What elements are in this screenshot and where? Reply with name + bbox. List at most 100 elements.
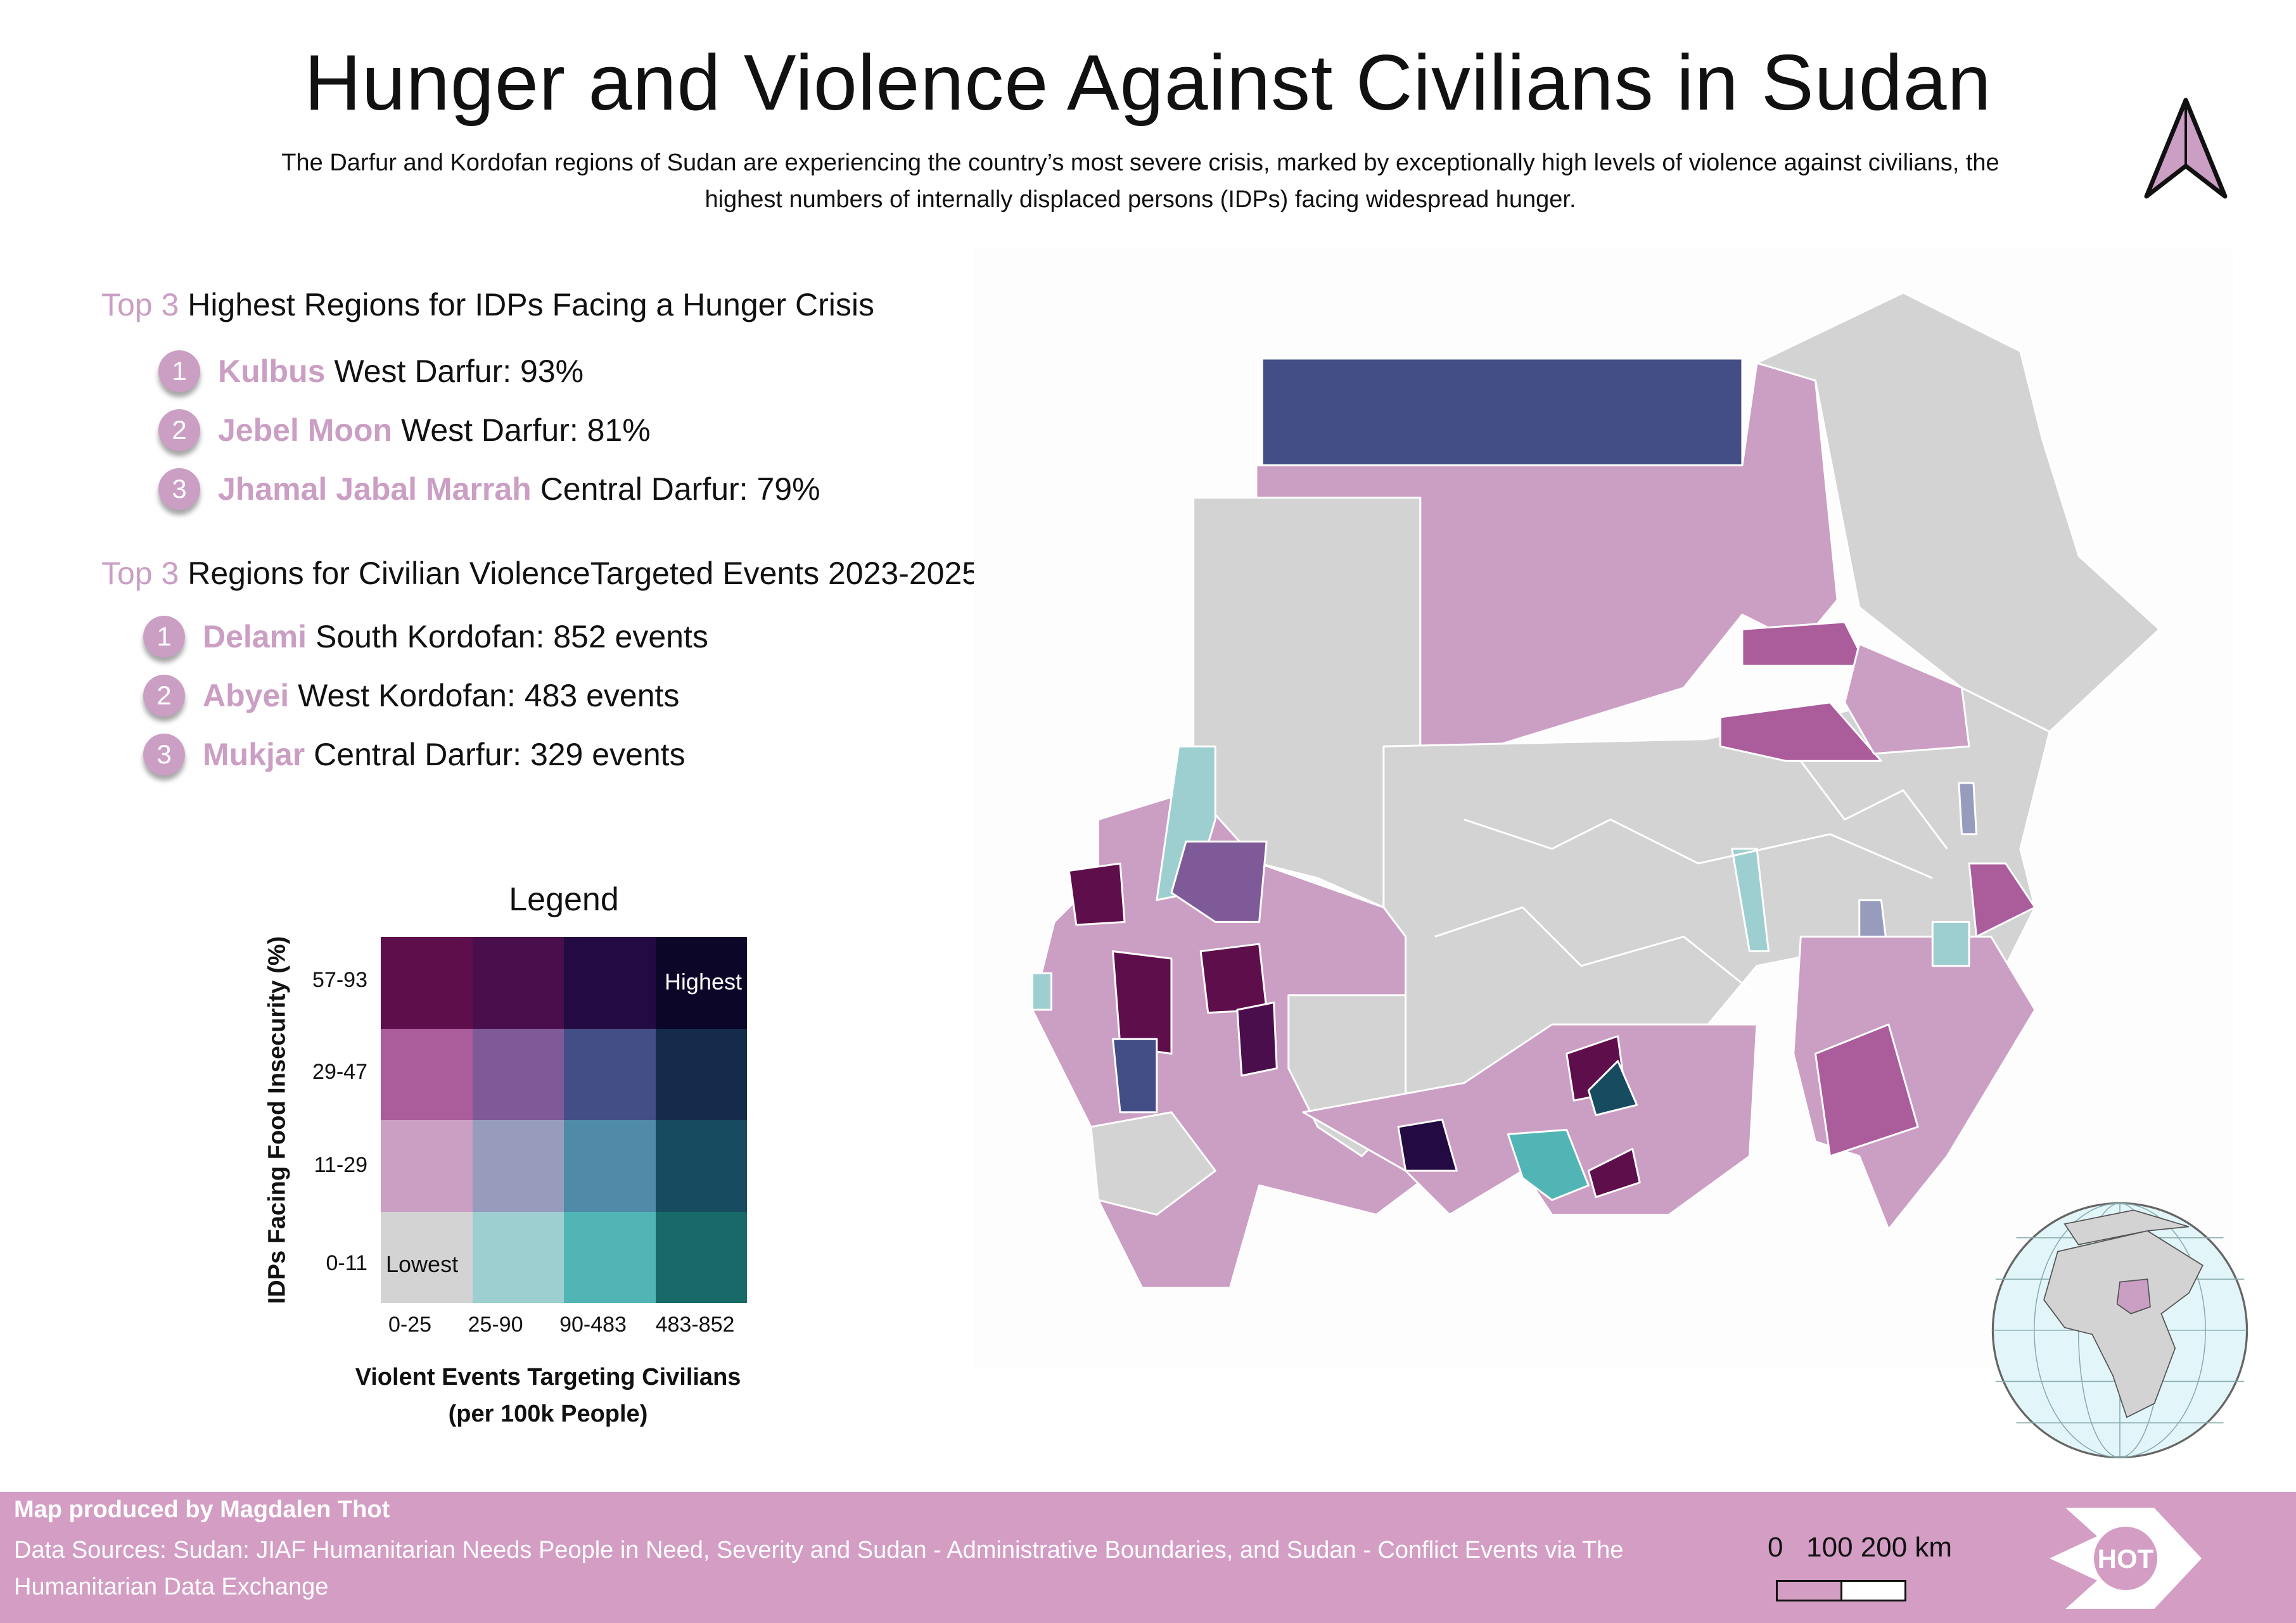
sudan-highlight [2116,1278,2151,1314]
violence-item: 3 Mukjar Central Darfur: 329 events [143,734,686,775]
hunger-heading-text: Highest Regions for IDPs Facing a Hunger… [179,287,874,322]
hunger-heading: Top 3 Highest Regions for IDPs Facing a … [101,286,874,323]
legend-title: Legend [509,881,619,918]
region-kassala [1968,862,2036,938]
hunger-item: 3 Jhamal Jabal Marrah Central Darfur: 79% [158,468,820,510]
legend-cell [564,937,656,1029]
legend-highest-label: Highest [664,969,742,995]
region-kassala-north [1844,642,1970,755]
x-title-line2: (per 100k People) [448,1401,648,1427]
region-detail: West Kordofan: 483 events [298,678,680,713]
region-dark-darfur [1236,1001,1278,1077]
region-darfur-grey2 [1090,1111,1216,1216]
x-label: 483-852 [655,1313,735,1337]
legend-cell [564,1028,656,1120]
legend-cell [472,1028,564,1120]
violence-heading-text: Regions for Civilian ViolenceTargeted Ev… [179,556,980,591]
legend-cell [655,1211,747,1303]
region-west-teal [1031,972,1053,1011]
y-label: 11-29 [314,1153,367,1177]
violence-heading-accent: Top 3 [101,556,179,591]
hunger-heading-accent: Top 3 [101,287,179,322]
hunger-item: 2 Jebel Moon West Darfur: 81% [158,409,651,451]
violence-heading: Top 3 Regions for Civilian ViolenceTarge… [101,555,979,592]
x-label: 25-90 [468,1313,523,1337]
x-label: 90-483 [559,1313,627,1337]
legend-cell [381,1120,473,1212]
legend-cell [472,1211,564,1303]
legend-cell [381,937,473,1029]
region-dark-teal [1587,1060,1638,1116]
region-blue-darfur [1112,1038,1158,1114]
region-purple-darfur [1170,840,1268,923]
subtitle: The Darfur and Kordofan regions of Sudan… [281,150,1999,213]
page-title: Hunger and Violence Against Civilians in… [304,39,1992,127]
region-small-blue2 [1958,782,1978,836]
y-label: 29-47 [312,1060,367,1084]
region-detail: West Darfur: 93% [334,353,584,389]
violence-item: 1 Delami South Kordofan: 852 events [143,616,708,658]
region-teal-kordofan [1507,1128,1590,1201]
north-arrow-icon [2144,98,2228,199]
footer [0,1492,2296,1623]
region-detail: Central Darfur: 329 events [314,737,686,772]
region-northern [1261,357,1744,467]
region-kordofan-dark2 [1587,1147,1641,1199]
scale-label: 0 100 200 km [1768,1532,1953,1563]
hot-logo-text: HOT [2098,1544,2154,1574]
region-detail: South Kordofan: 852 events [315,619,708,654]
legend-cell [381,1028,473,1120]
region-name: Jhamal Jabal Marrah [218,471,532,507]
hot-logo: HOT [2050,1508,2202,1609]
region-gedaref-teal [1931,920,1970,967]
region-name: Delami [203,619,307,654]
region-sennar-purple [1814,1023,1919,1157]
region-blue-nile [1792,936,2036,1231]
bivariate-legend-grid: Highest Lowest [381,937,747,1303]
region-name: Mukjar [203,737,305,772]
y-label: 57-93 [312,968,367,992]
region-jebel-moon [1112,950,1173,1055]
region-kulbus [1068,862,1126,926]
legend-lowest-label: Lowest [386,1251,459,1277]
africa-landmass [2043,1230,2204,1418]
region-river-nile-b [1719,701,1882,762]
region-gezira-teal [1731,848,1770,953]
rank-badge: 2 [158,409,200,451]
legend-cell: Lowest [381,1211,473,1303]
violence-item: 2 Abyei West Kordofan: 483 events [143,675,679,716]
rank-badge: 2 [143,675,185,716]
rank-badge: 3 [143,734,185,775]
legend-cell [472,1120,564,1212]
region-jabal-marrah [1199,943,1268,1014]
legend-cell [655,1120,747,1212]
region-detail: West Darfur: 81% [401,412,651,448]
europe-landmass [2063,1209,2190,1245]
globe-inset [1991,1202,2248,1459]
hunger-item: 1 Kulbus West Darfur: 93% [158,350,584,392]
legend-cell: Highest [655,937,747,1029]
legend-cell [564,1211,656,1303]
region-river-nile-a [1741,621,1868,667]
region-small-blue [1858,899,1887,938]
legend-x-title: Violent Events Targeting Civilians (per 1… [317,1359,779,1432]
region-name: Kulbus [218,353,326,389]
region-red-sea [1756,291,2160,733]
y-label: 0-11 [326,1251,367,1275]
legend-cell [472,937,564,1029]
region-detail: Central Darfur: 79% [540,471,820,507]
map-credit: Map produced by Magdalen Thot [14,1496,390,1523]
legend-cell [655,1028,747,1120]
scale-bar [1776,1580,1906,1601]
x-label: 0-25 [388,1313,432,1337]
region-name: Jebel Moon [218,412,393,448]
rank-badge: 3 [158,468,200,510]
x-title-line1: Violent Events Targeting Civilians [355,1364,741,1391]
legend-cell [564,1120,656,1212]
region-name: Abyei [203,678,290,713]
rank-badge: 1 [143,616,185,658]
region-abyei [1397,1118,1458,1172]
rank-badge: 1 [158,350,200,392]
